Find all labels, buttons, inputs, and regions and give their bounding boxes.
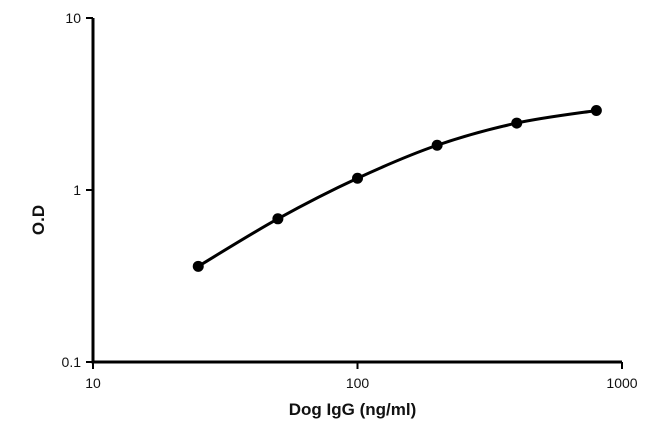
data-point [192, 260, 204, 272]
data-point [352, 172, 363, 184]
series [192, 104, 602, 272]
x-tick-label: 100 [346, 375, 370, 391]
data-point [272, 213, 284, 225]
data-point [511, 117, 523, 129]
y-tick-label: 1 [73, 182, 81, 198]
axes [91, 18, 622, 364]
x-tick-label: 1000 [606, 375, 637, 391]
y-tick-label: 10 [65, 10, 81, 26]
data-point [431, 139, 443, 151]
y-tick-label: 0.1 [62, 354, 82, 370]
x-axis-title: Dog IgG (ng/ml) [289, 400, 416, 419]
series-line [196, 108, 598, 268]
x-tick-label: 10 [85, 375, 101, 391]
y-axis-title: O.D [29, 205, 48, 235]
ticks: 0.1 1 10 10 100 1000 [62, 10, 638, 391]
data-point [590, 104, 602, 116]
